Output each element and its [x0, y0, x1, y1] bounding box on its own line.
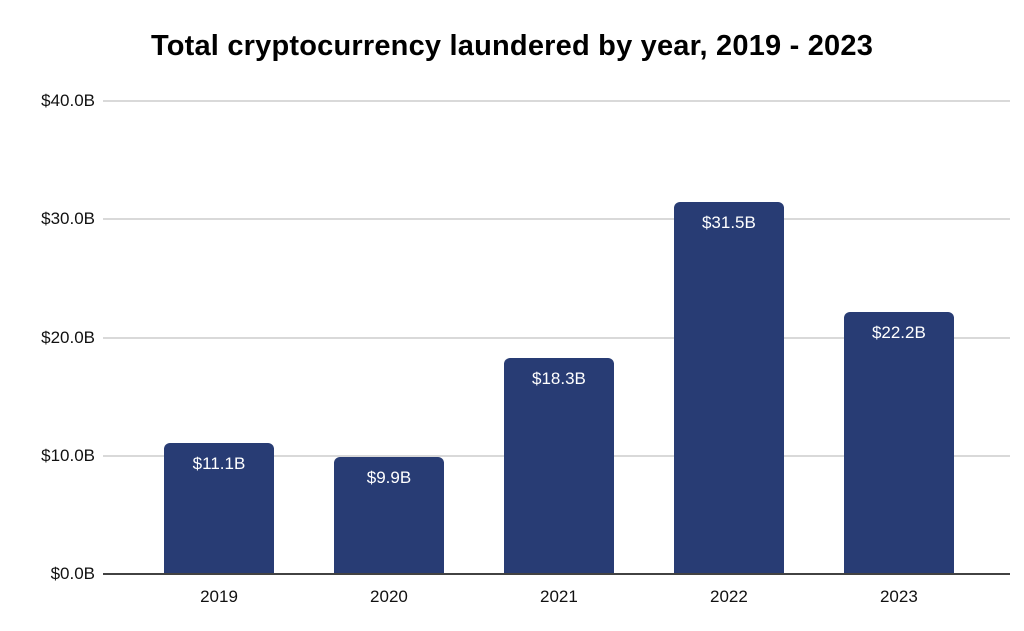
chart-title: Total cryptocurrency laundered by year, … — [150, 30, 874, 62]
bar-2021: $18.3B — [503, 357, 614, 574]
x-tick-label-2022: 2022 — [709, 587, 748, 606]
y-tick-label: $20.0B — [41, 327, 95, 347]
bar-2019: $11.1B — [163, 442, 274, 574]
bar-value-label: $9.9B — [366, 467, 412, 487]
bar-value-label: $31.5B — [701, 212, 756, 232]
x-tick-label-2021: 2021 — [540, 587, 578, 606]
bar-value-label: $11.1B — [192, 453, 246, 473]
bar-2022: $31.5B — [673, 201, 784, 574]
plot-area: $11.1B $9.9B $18.3B $31.5B $22.2B — [103, 100, 1010, 575]
x-tick-label-2020: 2020 — [370, 587, 408, 606]
y-tick-label: $10.0B — [41, 445, 95, 465]
bar-value-label: $22.2B — [871, 322, 926, 342]
y-tick-label: $30.0B — [41, 209, 95, 229]
gridline — [103, 100, 1010, 102]
y-tick-label: $40.0B — [41, 91, 95, 110]
bar-value-label: $18.3B — [532, 368, 586, 388]
gridline — [103, 336, 1010, 339]
bar-2023: $22.2B — [843, 311, 954, 574]
y-tick-label: $0.0B — [50, 564, 95, 583]
gridline — [103, 218, 1010, 221]
x-axis-baseline — [103, 573, 1010, 575]
x-tick-label-2019: 2019 — [200, 587, 238, 606]
bar-2020: $9.9B — [333, 456, 444, 574]
x-tick-label-2023: 2023 — [879, 587, 918, 606]
